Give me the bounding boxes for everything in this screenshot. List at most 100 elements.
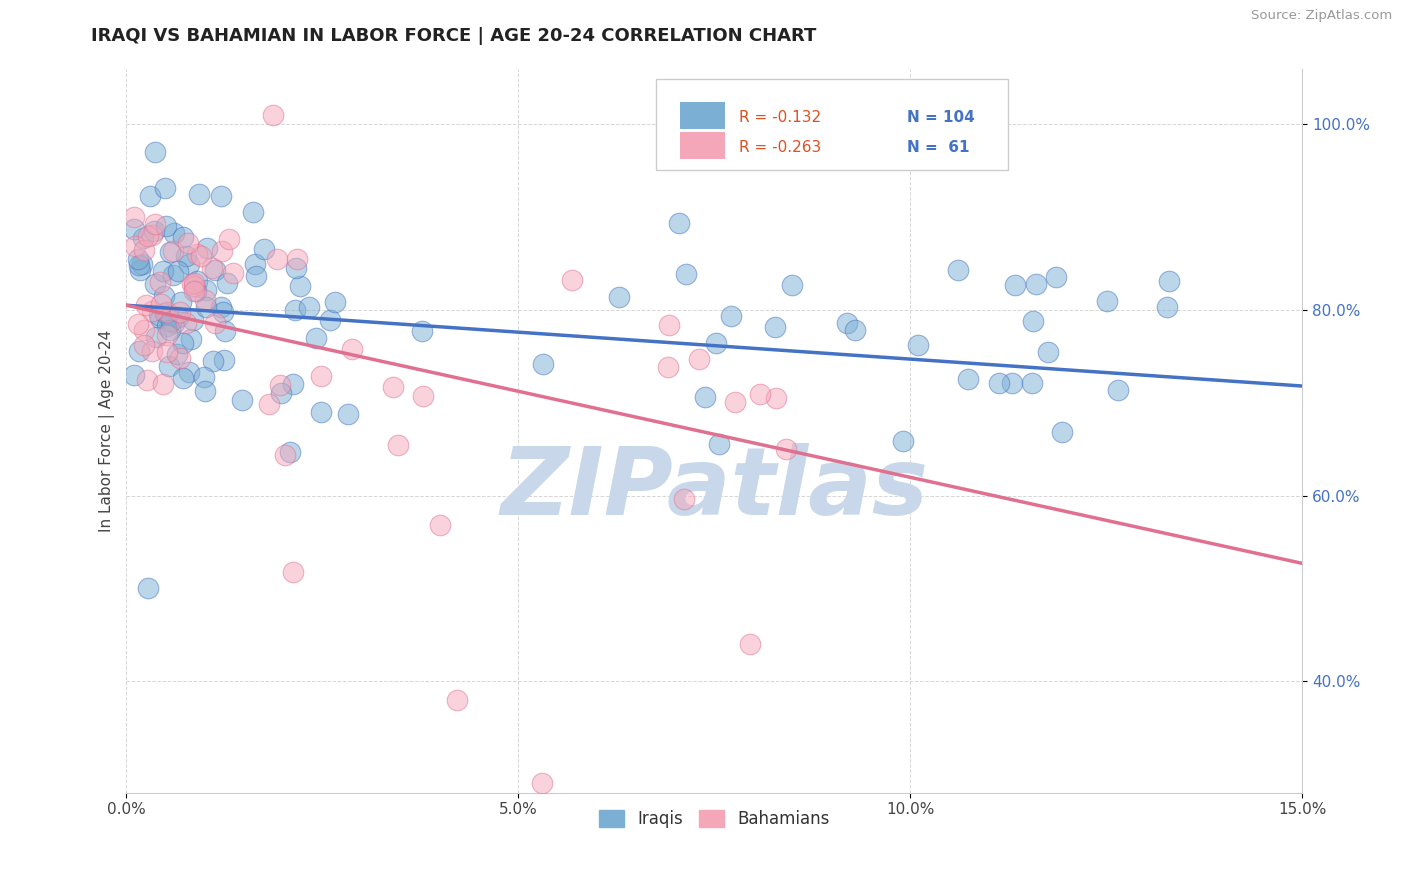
Point (775, 442, 797, 456)
Point (180, 333, 202, 347)
Point (1157, 274, 1180, 288)
Point (257, 397, 280, 411)
Text: N = 104: N = 104 (907, 111, 974, 126)
Text: N =  61: N = 61 (907, 140, 970, 155)
Point (153, 180, 176, 194)
Point (195, 283, 218, 297)
Point (159, 245, 181, 260)
Point (180, 277, 202, 291)
FancyBboxPatch shape (681, 102, 725, 128)
Text: IRAQI VS BAHAMIAN IN LABOR FORCE | AGE 20-24 CORRELATION CHART: IRAQI VS BAHAMIAN IN LABOR FORCE | AGE 2… (91, 27, 817, 45)
Point (132, 337, 155, 351)
Point (245, 268, 267, 283)
Point (284, 261, 307, 276)
Point (174, 316, 197, 330)
Point (127, 318, 149, 332)
Point (1025, 277, 1047, 292)
Point (184, 284, 207, 298)
Point (136, 582, 159, 596)
Point (172, 336, 194, 351)
Point (837, 316, 859, 330)
Point (284, 303, 307, 318)
Point (145, 330, 167, 344)
Point (179, 365, 201, 379)
Point (156, 318, 179, 333)
Text: R = -0.263: R = -0.263 (740, 140, 821, 155)
Point (412, 389, 434, 403)
Point (183, 279, 205, 293)
Point (748, 387, 770, 401)
Point (181, 313, 204, 327)
Point (132, 244, 155, 258)
Point (162, 268, 184, 282)
Point (657, 360, 679, 375)
Point (201, 261, 224, 276)
Point (531, 358, 554, 372)
Point (218, 232, 240, 246)
Point (231, 392, 253, 407)
Point (176, 249, 198, 263)
Point (162, 244, 184, 259)
Point (693, 391, 716, 405)
Point (157, 359, 180, 373)
Point (1001, 376, 1024, 390)
Point (128, 262, 150, 277)
Point (1021, 314, 1043, 328)
Point (169, 305, 191, 319)
Point (561, 273, 583, 287)
Point (156, 328, 179, 343)
Point (957, 372, 980, 386)
Point (214, 324, 236, 338)
Point (186, 247, 208, 261)
Point (891, 434, 914, 448)
Point (720, 310, 742, 324)
Point (159, 323, 181, 337)
Point (242, 205, 264, 219)
Point (183, 276, 205, 290)
Point (167, 310, 190, 324)
Point (152, 288, 174, 302)
Point (132, 323, 155, 337)
Point (222, 266, 245, 280)
Point (166, 347, 188, 361)
Point (844, 322, 866, 336)
Y-axis label: In Labor Force | Age 20-24: In Labor Force | Age 20-24 (100, 329, 115, 532)
Point (688, 351, 710, 366)
Point (156, 344, 179, 359)
Point (124, 239, 146, 253)
Point (131, 230, 153, 244)
Point (411, 324, 433, 338)
Point (163, 316, 186, 330)
Point (160, 314, 183, 328)
Point (319, 313, 342, 327)
Point (141, 343, 163, 358)
Point (156, 305, 179, 319)
Point (446, 693, 468, 707)
Point (243, 257, 266, 271)
Point (143, 145, 166, 159)
Point (186, 274, 208, 288)
Point (179, 257, 201, 271)
Point (209, 189, 232, 203)
Point (274, 448, 297, 462)
FancyBboxPatch shape (681, 132, 725, 159)
Point (706, 335, 728, 350)
Point (530, 776, 553, 790)
Point (139, 188, 162, 202)
Point (148, 308, 170, 322)
Point (311, 369, 333, 384)
Point (305, 331, 328, 345)
Point (194, 384, 217, 399)
Point (658, 318, 681, 332)
Text: Source: ZipAtlas.com: Source: ZipAtlas.com (1251, 9, 1392, 22)
Point (782, 278, 804, 293)
Point (1036, 345, 1059, 359)
Point (1045, 270, 1067, 285)
Point (170, 295, 193, 310)
Point (153, 306, 176, 320)
Point (215, 276, 238, 290)
Point (907, 338, 929, 352)
Point (269, 377, 291, 392)
Point (172, 371, 194, 385)
Point (141, 227, 163, 242)
